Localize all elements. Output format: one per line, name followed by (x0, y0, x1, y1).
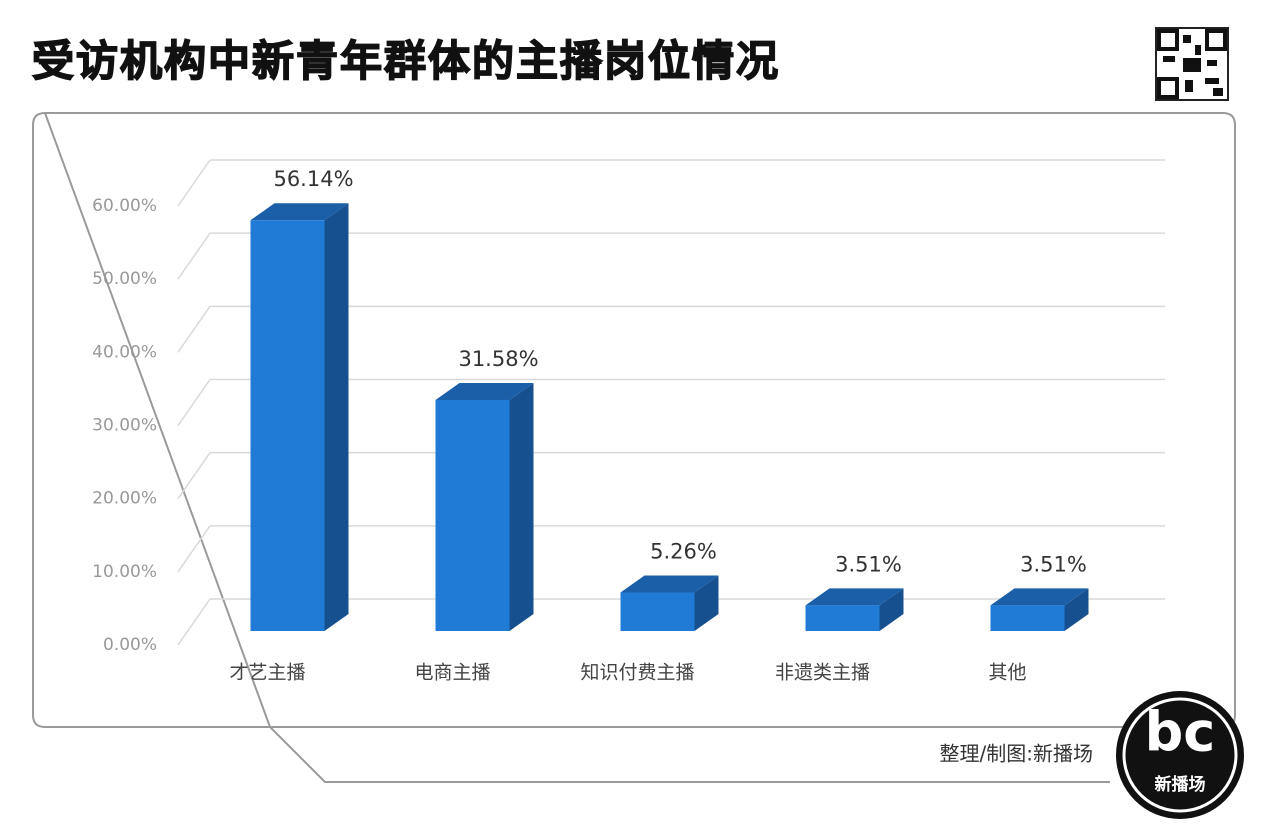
value-label: 5.26% (650, 540, 717, 564)
value-label: 31.58% (458, 347, 538, 371)
bar-side (324, 203, 349, 631)
x-tick-label: 知识付费主播 (580, 662, 694, 684)
bar-top (990, 588, 1089, 606)
x-tick-label: 电商主播 (414, 662, 490, 684)
value-label: 3.51% (835, 552, 902, 576)
grid-line (177, 525, 211, 573)
value-label: 56.14% (273, 167, 353, 191)
bar-side (509, 382, 534, 631)
x-tick-label: 才艺主播 (229, 662, 305, 684)
grid-line (177, 379, 211, 426)
x-tick-label: 非遗类主播 (775, 662, 870, 684)
bar-top (435, 382, 534, 400)
bar-side (1064, 588, 1089, 631)
y-tick-label: 40.00% (92, 342, 157, 362)
bar (250, 220, 325, 631)
bar-top (805, 588, 904, 606)
y-tick-label: 0.00% (103, 635, 157, 655)
grid-line (177, 452, 211, 500)
y-tick-label: 50.00% (92, 269, 157, 289)
bar-top (620, 575, 719, 593)
grid-line (177, 305, 211, 353)
grid-line (177, 159, 211, 207)
bar-side (879, 588, 904, 631)
logo-caption: 新播场 (1155, 774, 1206, 795)
logo: bc 新播场 (1116, 691, 1244, 819)
value-label: 3.51% (1020, 552, 1087, 576)
grid-line (177, 232, 211, 280)
y-tick-label: 60.00% (92, 196, 157, 216)
bar (620, 592, 695, 631)
grid-line (177, 598, 211, 646)
y-tick-label: 10.00% (92, 562, 157, 582)
qr-code (1155, 27, 1229, 101)
bar-top (250, 203, 349, 221)
bar-side (694, 575, 719, 631)
source-note: 整理/制图:新播场 (940, 742, 1093, 766)
x-tick-label: 其他 (988, 662, 1026, 684)
logo-mark: bc (1145, 701, 1216, 764)
chart-title: 受访机构中新青年群体的主播岗位情况 (32, 37, 780, 86)
bar (435, 399, 510, 631)
y-tick-label: 20.00% (92, 489, 157, 509)
y-tick-label: 30.00% (92, 416, 157, 436)
bar (805, 605, 880, 631)
bar (990, 605, 1065, 631)
